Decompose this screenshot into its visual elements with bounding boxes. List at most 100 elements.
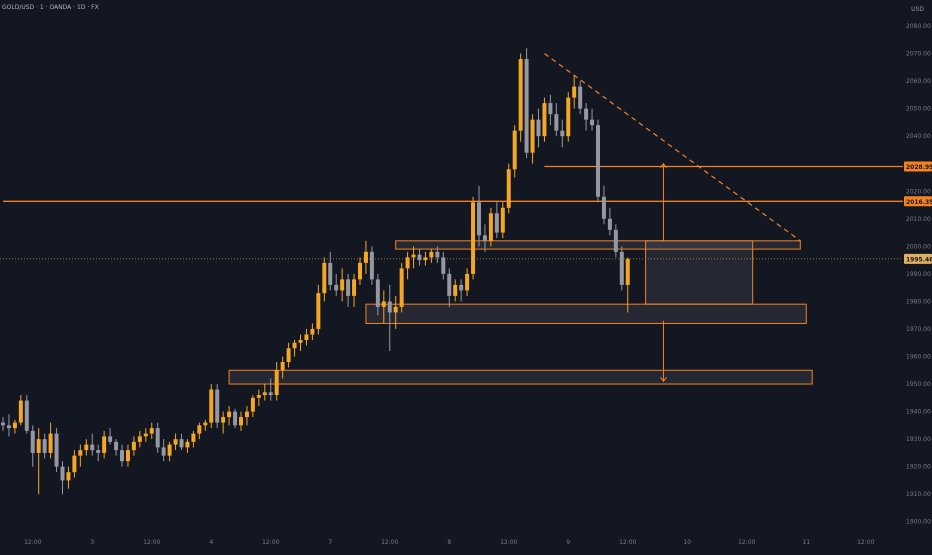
y-tick-label: 2060.00 [906, 78, 931, 85]
candle-body [578, 86, 583, 109]
candle-body [179, 439, 184, 448]
candle-body [619, 251, 624, 285]
candle-body [447, 273, 452, 296]
symbol-label: GOLD/USD · 1 · OANDA · 1D · FX [2, 4, 99, 11]
candle-body [60, 466, 65, 481]
candle-body [54, 433, 59, 467]
candle-body [72, 455, 77, 473]
candle-body [24, 400, 29, 431]
price-level-label-0: 2028.99 [906, 164, 932, 171]
candle-body [120, 450, 124, 462]
x-tick-label: 10 [683, 539, 691, 546]
candle-body [375, 279, 380, 307]
candle-body [369, 251, 374, 280]
descending-trendline [544, 53, 801, 242]
candle-body [363, 251, 368, 263]
zone-box-0 [395, 240, 801, 250]
x-tick-label: 12:00 [24, 539, 41, 546]
price-level-label-1-bg [904, 196, 932, 207]
candle-body [346, 279, 351, 296]
y-tick-label: 1910.00 [906, 491, 931, 498]
candle-body [340, 279, 345, 291]
candle-body [280, 362, 285, 371]
candle-body [477, 202, 481, 236]
y-tick-label: 1900.00 [906, 519, 931, 526]
candle-body [352, 279, 357, 296]
candle-body [292, 342, 297, 349]
candle-body [137, 436, 142, 442]
candle-body [48, 433, 53, 453]
candle-body [453, 284, 458, 296]
candle-body [405, 257, 410, 269]
current-price-label-bg [904, 253, 932, 264]
x-tick-label: 11 [802, 539, 810, 546]
arrow-head-icon [660, 376, 667, 383]
candle-body [411, 254, 416, 258]
y-tick-label: 1990.00 [906, 271, 931, 278]
candle-body [304, 334, 309, 340]
candle-body [584, 108, 589, 120]
candle-body [197, 425, 202, 434]
y-tick-label: 1980.00 [906, 298, 931, 305]
candle-body [328, 262, 333, 285]
candle-body [459, 284, 464, 291]
y-tick-label: 2050.00 [906, 106, 931, 113]
candle-body [30, 430, 35, 453]
y-tick-label: 1970.00 [906, 326, 931, 333]
candle-body [233, 411, 238, 426]
arrow-head-icon [660, 162, 667, 169]
price-level-label-1: 2016.35 [906, 199, 932, 206]
candle-body [96, 450, 101, 453]
x-tick-label: 12:00 [143, 539, 160, 546]
y-tick-label: 1930.00 [906, 436, 931, 443]
x-tick-label: 12:00 [262, 539, 279, 546]
x-tick-label: 9 [566, 539, 570, 546]
candle-body [221, 417, 226, 423]
candle-body [601, 196, 606, 219]
candle-body [488, 213, 493, 241]
candle-body [494, 213, 499, 233]
candle-body [66, 472, 71, 481]
candle-body [572, 86, 577, 98]
candle-body [542, 103, 547, 137]
candle-body [161, 447, 166, 456]
y-tick-label: 1940.00 [906, 409, 931, 416]
candle-body [482, 235, 487, 241]
y-tick-label: 2000.00 [906, 243, 931, 250]
candle-body [250, 397, 255, 412]
candle-body [1, 422, 5, 426]
candle-body [155, 428, 160, 448]
candle-body [268, 392, 273, 396]
candle-body [399, 268, 404, 307]
candle-body [185, 441, 190, 448]
candle-body [286, 348, 291, 363]
candle-body [244, 411, 249, 418]
candle-body [90, 444, 95, 451]
candle-body [358, 262, 362, 280]
current-price-label: 1995.46 [906, 256, 932, 263]
x-tick-label: 12:00 [738, 539, 755, 546]
y-tick-label: 2070.00 [906, 51, 931, 58]
y-tick-label: 2040.00 [906, 133, 931, 140]
candle-body [298, 339, 303, 343]
candle-body [518, 59, 523, 131]
candle-body [423, 257, 428, 261]
y-tick-label: 2080.00 [906, 23, 931, 30]
zone-box-2 [365, 303, 807, 324]
candle-body [227, 411, 232, 418]
x-tick-label: 12:00 [500, 539, 517, 546]
x-tick-label: 8 [447, 539, 451, 546]
candle-body [560, 130, 565, 137]
candle-body [18, 400, 23, 423]
candle-body [512, 130, 517, 170]
candle-body [393, 306, 398, 313]
candle-body [167, 444, 172, 456]
candle-body [548, 103, 553, 115]
candle-body [102, 436, 107, 453]
candle-body [387, 301, 392, 313]
candle-body [417, 254, 422, 261]
y-tick-label: 1960.00 [906, 353, 931, 360]
candle-body [114, 441, 119, 451]
